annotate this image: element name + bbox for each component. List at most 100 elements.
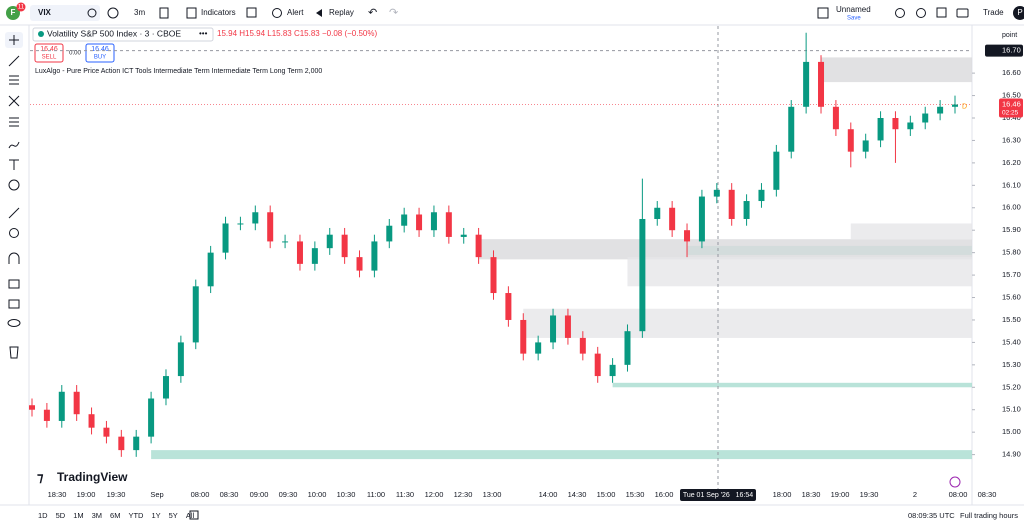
x-tick-label: 19:00: [77, 490, 96, 499]
add-icon[interactable]: [107, 7, 119, 19]
session[interactable]: Full trading hours: [960, 511, 1018, 520]
symbol: VIX: [38, 8, 52, 17]
zone: [523, 308, 972, 338]
interval[interactable]: 3m: [134, 8, 145, 17]
icon-tool[interactable]: [8, 179, 20, 191]
x-tick-label: 11:00: [367, 490, 385, 499]
zone: [850, 223, 972, 240]
status-dot: [38, 31, 44, 37]
x-tick-label: 16:00: [655, 490, 674, 499]
pattern-tool[interactable]: [8, 95, 20, 107]
fib-tool[interactable]: [9, 75, 19, 85]
x-tick-label: 15:30: [626, 490, 645, 499]
y-tick-label: 16.30: [1002, 135, 1021, 144]
zone: [627, 257, 972, 287]
lock-tool[interactable]: [8, 279, 20, 289]
zone: [478, 239, 972, 260]
badge-count: 11: [18, 5, 25, 11]
delete-tool[interactable]: [9, 346, 19, 359]
candle-body: [58, 391, 65, 421]
countdown: 02:25: [1002, 109, 1019, 116]
chart-type-icon[interactable]: [159, 7, 169, 19]
range-button[interactable]: 1D: [38, 511, 48, 520]
events-icon[interactable]: [949, 476, 961, 488]
lock-all-tool[interactable]: [8, 299, 20, 309]
symbol-search[interactable]: [30, 5, 100, 21]
x-tick-label: 15:00: [597, 490, 616, 499]
sell-price: 16.46: [40, 46, 58, 53]
more[interactable]: •••: [199, 29, 208, 38]
forecast-tool[interactable]: [9, 117, 19, 127]
layout-name[interactable]: Unnamed: [836, 5, 871, 14]
legend-box: [32, 27, 214, 42]
candle-body: [952, 104, 958, 107]
candle-body: [669, 207, 676, 231]
line-tool[interactable]: [8, 55, 20, 67]
x-tick-label: Sep: [150, 490, 163, 499]
profile-letter: P: [1017, 8, 1022, 17]
candle-body: [803, 61, 810, 107]
candle-body: [654, 207, 661, 219]
range-button[interactable]: 1Y: [151, 511, 160, 520]
range-button[interactable]: 1M: [73, 511, 83, 520]
crosshair-tool[interactable]: [9, 35, 19, 45]
magnet-tool[interactable]: [8, 252, 20, 264]
date-range-icon[interactable]: [189, 510, 199, 520]
avatar[interactable]: [6, 6, 20, 20]
zone: [151, 450, 972, 460]
x-tick-label: 08:30: [978, 490, 997, 499]
logo-mark: ⁊: [37, 469, 44, 484]
indicators[interactable]: Indicators: [201, 8, 236, 17]
range-button[interactable]: 6M: [110, 511, 120, 520]
candle-body: [907, 122, 914, 130]
fullscreen-icon[interactable]: [936, 7, 947, 18]
settings-icon[interactable]: [916, 8, 926, 18]
y-tick-label: 15.00: [1002, 427, 1021, 436]
zoom-tool[interactable]: [9, 228, 19, 238]
range-button[interactable]: 5Y: [169, 511, 178, 520]
x-tick-label: 08:00: [191, 490, 210, 499]
y-tick-label: 15.80: [1002, 248, 1021, 257]
brush-tool[interactable]: [8, 141, 20, 149]
icon[interactable]: [87, 8, 97, 18]
series-title[interactable]: Volatility S&P 500 Index · 3 · CBOE: [47, 28, 181, 38]
candle-body: [73, 391, 80, 415]
range-button[interactable]: 3M: [92, 511, 102, 520]
x-tick-label: 19:30: [860, 490, 879, 499]
x-tick-label: 08:00: [949, 490, 968, 499]
layout-icon[interactable]: [817, 7, 829, 19]
templates-icon[interactable]: [246, 7, 257, 18]
candle-body: [237, 223, 244, 225]
profile[interactable]: [1013, 6, 1024, 20]
buy-button[interactable]: [85, 43, 115, 63]
replay-icon[interactable]: [316, 9, 322, 17]
top-bar: [0, 0, 1024, 25]
redo[interactable]: ↷: [389, 7, 398, 19]
search-icon[interactable]: [895, 8, 905, 18]
ruler-tool[interactable]: [8, 207, 20, 219]
range-button[interactable]: All: [186, 511, 195, 520]
candle-body: [490, 257, 497, 294]
indicator-legend[interactable]: LuxAlgo - Pure Price Action ICT Tools In…: [35, 68, 322, 75]
visibility-tool[interactable]: [7, 319, 21, 327]
replay[interactable]: Replay: [329, 8, 354, 17]
x-tick-label: 13:00: [483, 490, 502, 499]
candle-body: [207, 252, 214, 287]
range-button[interactable]: 5D: [56, 511, 66, 520]
alert[interactable]: Alert: [287, 8, 304, 17]
candle-body: [416, 214, 423, 231]
trade[interactable]: Trade: [983, 8, 1004, 17]
sell-button[interactable]: [34, 43, 64, 63]
snapshot-icon[interactable]: [956, 8, 969, 18]
marker: D: [962, 103, 967, 110]
text-tool[interactable]: [9, 159, 19, 170]
alert-icon[interactable]: [272, 8, 282, 18]
range-button[interactable]: YTD: [128, 511, 144, 520]
y-tick-label: 15.30: [1002, 360, 1021, 369]
x-tick-label: 18:30: [802, 490, 821, 499]
indicators-icon[interactable]: [186, 7, 197, 19]
undo[interactable]: ↶: [368, 7, 377, 19]
save[interactable]: Save: [847, 16, 861, 22]
y-tick-label: 15.60: [1002, 293, 1021, 302]
candle-body: [43, 409, 50, 421]
